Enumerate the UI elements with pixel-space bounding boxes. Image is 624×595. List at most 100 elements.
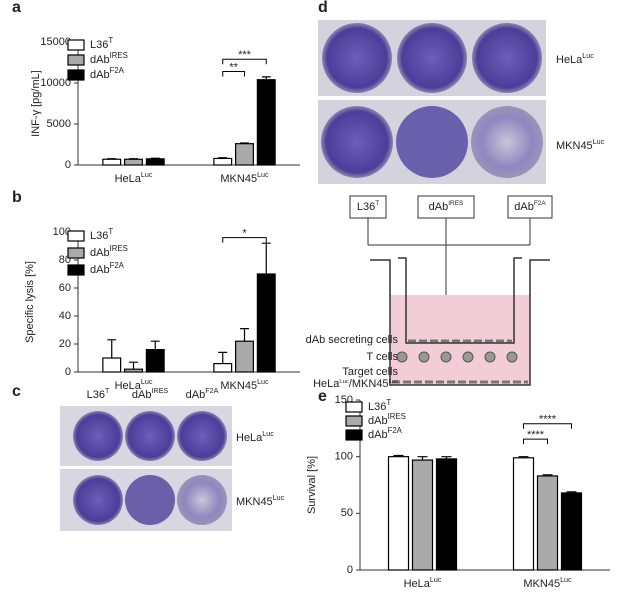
error-bar [129, 361, 138, 370]
bar [387, 456, 410, 571]
superscript: Luc [339, 379, 349, 385]
legend-swatch [67, 247, 85, 259]
superscript: Luc [141, 171, 153, 179]
column-label: L36T [87, 387, 110, 401]
box-label: L36T [357, 200, 379, 213]
bar [536, 475, 559, 571]
superscript: Luc [257, 378, 269, 386]
superscript: Luc [593, 138, 605, 146]
text-part: HeLa [313, 378, 340, 390]
superscript: Luc [582, 52, 594, 60]
text-part: dAb [90, 69, 110, 81]
well [177, 475, 227, 525]
text-part: MKN45 [220, 380, 257, 392]
superscript: IRES [448, 200, 464, 207]
row-label: MKN45Luc [236, 494, 285, 508]
diagram [349, 195, 553, 386]
bar [435, 458, 458, 571]
y-tick-label: 50 [341, 507, 353, 519]
x-tick-label: HeLaLuc [115, 378, 153, 392]
error-bar [261, 76, 271, 80]
significance-bracket [222, 71, 245, 77]
box-label: dAbF2A [514, 200, 546, 213]
error-bar [261, 242, 271, 274]
error-bar [417, 456, 428, 461]
superscript: T [108, 227, 113, 236]
superscript: F2A [388, 426, 403, 435]
y-tick-label: 0 [65, 159, 71, 171]
well [396, 106, 468, 178]
bar [124, 368, 143, 373]
x-tick-label: MKN45Luc [220, 171, 269, 185]
y-tick-label: 60 [59, 282, 71, 294]
text-part: dAb [514, 201, 534, 213]
diagram-label: Target cells [342, 366, 398, 378]
panel-letter: a [12, 0, 21, 16]
text-part: dAb [368, 429, 388, 441]
bar [145, 158, 165, 166]
diagram-label: T cells [366, 351, 398, 363]
text-part: HeLa [236, 432, 263, 444]
well [125, 411, 175, 461]
legend-label: dAbF2A [90, 261, 125, 276]
bar [124, 158, 143, 166]
panel-letter: d [318, 0, 328, 16]
significance-label: **** [527, 429, 545, 441]
text-part: MKN45 [523, 578, 560, 590]
panel-letter: c [12, 383, 21, 400]
legend-swatch [345, 429, 363, 441]
well [73, 475, 123, 525]
superscript: IRES [110, 51, 128, 60]
well [471, 106, 543, 178]
text-part: MKN45 [556, 140, 593, 152]
x-tick-label: HeLaLuc [404, 576, 442, 590]
legend-swatch [67, 230, 85, 242]
bar [512, 457, 535, 571]
legend-label: L36T [90, 36, 113, 51]
well [177, 411, 227, 461]
error-bar [518, 456, 529, 458]
well [397, 23, 467, 93]
text-part: dAb [132, 389, 152, 401]
well [322, 23, 392, 93]
error-bar [566, 491, 577, 493]
bar [411, 459, 434, 571]
panel-letter: e [318, 388, 327, 405]
text-part: dAb [186, 389, 206, 401]
y-tick-label: 10000 [40, 77, 71, 89]
superscript: Luc [262, 430, 274, 438]
error-bar [441, 456, 452, 459]
text-part: dAb [90, 54, 110, 66]
superscript: IRES [151, 387, 168, 395]
bar [256, 273, 276, 373]
row-label: MKN45Luc [556, 138, 605, 152]
superscript: Luc [430, 576, 442, 584]
significance-bracket [523, 438, 548, 445]
legend-swatch [67, 264, 85, 276]
text-part: HeLa [556, 54, 583, 66]
y-tick-label: 100 [335, 451, 353, 463]
significance-label: ** [229, 61, 238, 73]
text-part: /MKN45 [349, 378, 389, 390]
error-bar [240, 328, 249, 342]
superscript: F2A [205, 387, 218, 395]
x-tick-label: MKN45Luc [220, 378, 269, 392]
text-part: L36 [90, 39, 108, 51]
panel-letter: b [12, 189, 22, 206]
superscript: Luc [141, 378, 153, 386]
text-part: dAb [90, 264, 110, 276]
superscript: F2A [534, 200, 547, 207]
bar [102, 158, 122, 166]
column-label: dAbF2A [186, 387, 219, 401]
y-axis-label: INF-γ [pg/mL] [30, 70, 42, 137]
text-part: MKN45 [236, 496, 273, 508]
superscript: IRES [388, 412, 406, 421]
superscript: T [105, 387, 110, 395]
superscript: F2A [110, 66, 125, 75]
y-axis-label: Survival [%] [306, 456, 318, 514]
superscript: IRES [110, 244, 128, 253]
superscript: T [108, 36, 113, 45]
diagram-label: dAb secreting cells [306, 334, 399, 346]
y-axis-label: Specific lysis [%] [24, 261, 36, 343]
